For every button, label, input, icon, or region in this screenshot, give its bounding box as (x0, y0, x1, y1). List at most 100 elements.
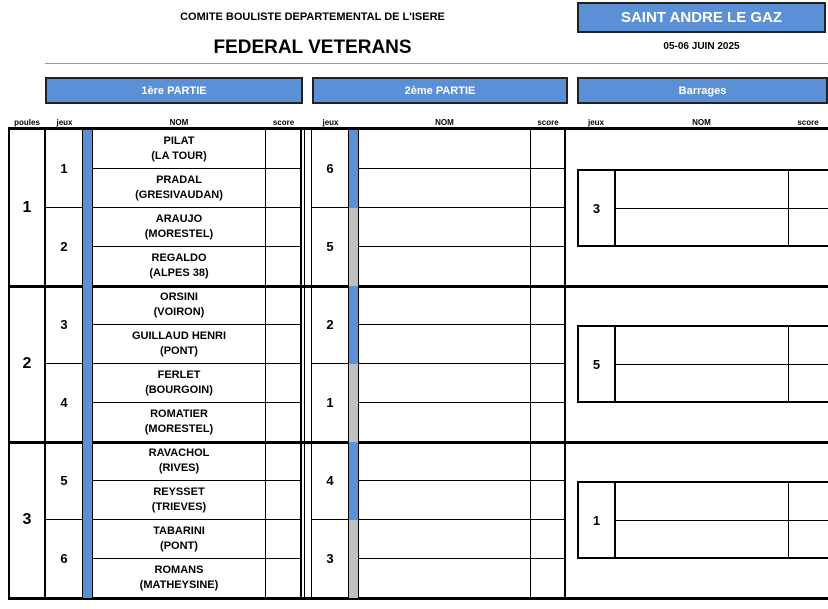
barrage-score-cell[interactable] (788, 208, 828, 247)
team-name-cell: ORSINI (VOIRON) (93, 286, 265, 325)
barrage-nom-cell[interactable] (615, 325, 789, 364)
team-player: TABARINI (153, 525, 205, 537)
nom-cell-partie2[interactable] (359, 442, 530, 481)
barrage-nom-cell[interactable] (615, 169, 789, 208)
gap-column (304, 208, 312, 286)
barrage-score-cell[interactable] (788, 481, 828, 520)
nom-cell-partie2[interactable] (359, 286, 530, 325)
score-cell-partie2[interactable] (530, 559, 566, 598)
nom-cell-partie2[interactable] (359, 169, 530, 208)
score-cell-partie1[interactable] (265, 208, 302, 247)
team-name-cell: TABARINI (PONT) (93, 520, 265, 559)
team-name-cell: PRADAL (GRESIVAUDAN) (93, 169, 265, 208)
team-club: (RIVES) (158, 462, 200, 474)
score-cell-partie2[interactable] (530, 325, 566, 364)
team-player: ROMANS (154, 564, 204, 576)
partie1-bar (83, 286, 93, 364)
score-cell-partie1[interactable] (265, 520, 302, 559)
partie1-bar (83, 442, 93, 520)
barrage-nom-cell[interactable] (615, 520, 789, 559)
column-header-jeux: jeux (587, 117, 604, 127)
team-name-cell: ARAUJO (MORESTEL) (93, 208, 265, 247)
score-cell-partie1[interactable] (265, 442, 302, 481)
poule-bottom-border (8, 285, 828, 288)
partie1-bar (83, 130, 93, 208)
gap-column (304, 286, 312, 364)
score-cell-partie1[interactable] (265, 403, 302, 442)
score-cell-partie2[interactable] (530, 130, 566, 169)
dates: 05-06 JUIN 2025 (663, 40, 740, 52)
nom-cell-partie2[interactable] (359, 325, 530, 364)
committee-title: COMITE BOULISTE DEPARTEMENTAL DE L'ISERE (180, 11, 445, 23)
team-player: ARAUJO (155, 213, 203, 225)
partie1-bar (83, 364, 93, 442)
score-cell-partie2[interactable] (530, 520, 566, 559)
barrage-score-cell[interactable] (788, 520, 828, 559)
jeu-cell: 3 (46, 286, 83, 364)
barrage-score-cell[interactable] (788, 169, 828, 208)
team-club: (PONT) (160, 540, 198, 552)
score-cell-partie1[interactable] (265, 364, 302, 403)
partie2-bar (349, 286, 359, 364)
column-header-score: score (797, 117, 819, 127)
column-header-nom: NOM (169, 117, 189, 127)
score-cell-partie2[interactable] (530, 364, 566, 403)
team-club: (VOIRON) (153, 306, 205, 318)
column-header-jeux: jeux (56, 117, 73, 127)
partie2-bar (349, 520, 359, 598)
score-cell-partie1[interactable] (265, 247, 302, 286)
venue-banner: SAINT ANDRE LE GAZ (577, 2, 826, 33)
team-player: ORSINI (160, 291, 198, 303)
team-player: PILAT (163, 135, 195, 147)
nom-cell-partie2[interactable] (359, 481, 530, 520)
score-cell-partie2[interactable] (530, 286, 566, 325)
team-player: REGALDO (151, 252, 207, 264)
barrage-score-cell[interactable] (788, 325, 828, 364)
team-name-cell: ROMANS (MATHEYSINE) (93, 559, 265, 598)
nom-cell-partie2[interactable] (359, 520, 530, 559)
partie2-bar (349, 442, 359, 520)
barrage-nom-cell[interactable] (615, 364, 789, 403)
column-header-score: score (272, 117, 295, 127)
table-top-border (8, 127, 828, 130)
nom-cell-partie2[interactable] (359, 559, 530, 598)
barrage-score-cell[interactable] (788, 364, 828, 403)
score-cell-partie1[interactable] (265, 559, 302, 598)
gap-column (304, 130, 312, 208)
column-header-nom: NOM (692, 117, 711, 127)
partie2-bar (349, 364, 359, 442)
nom-cell-partie2[interactable] (359, 130, 530, 169)
barrage-nom-cell[interactable] (615, 481, 789, 520)
section-part2: 2ème PARTIE (312, 77, 568, 104)
jeu-cell-partie2: 2 (312, 286, 349, 364)
poule-cell: 3 (8, 442, 46, 598)
score-cell-partie1[interactable] (265, 169, 302, 208)
score-cell-partie1[interactable] (265, 325, 302, 364)
score-cell-partie1[interactable] (265, 481, 302, 520)
score-cell-partie1[interactable] (265, 130, 302, 169)
score-cell-partie2[interactable] (530, 481, 566, 520)
team-name-cell: PILAT (LA TOUR) (93, 130, 265, 169)
team-player: FERLET (157, 369, 201, 381)
score-cell-partie2[interactable] (530, 247, 566, 286)
score-cell-partie2[interactable] (530, 442, 566, 481)
score-cell-partie2[interactable] (530, 169, 566, 208)
nom-cell-partie2[interactable] (359, 247, 530, 286)
nom-cell-partie2[interactable] (359, 364, 530, 403)
score-cell-partie2[interactable] (530, 208, 566, 247)
team-player: RAVACHOL (148, 447, 210, 459)
team-club: (PONT) (160, 345, 198, 357)
section-barrages: Barrages (577, 77, 828, 104)
poule-cell: 2 (8, 286, 46, 442)
barrage-nom-cell[interactable] (615, 208, 789, 247)
score-cell-partie1[interactable] (265, 286, 302, 325)
team-player: GUILLAUD HENRI (131, 330, 227, 342)
nom-cell-partie2[interactable] (359, 208, 530, 247)
team-name-cell: REGALDO (ALPES 38) (93, 247, 265, 286)
score-cell-partie2[interactable] (530, 403, 566, 442)
nom-cell-partie2[interactable] (359, 403, 530, 442)
barrage-jeu-cell: 1 (577, 481, 616, 559)
column-header-nom: NOM (435, 117, 454, 127)
jeu-cell: 2 (46, 208, 83, 286)
poule-cell: 1 (8, 130, 46, 286)
